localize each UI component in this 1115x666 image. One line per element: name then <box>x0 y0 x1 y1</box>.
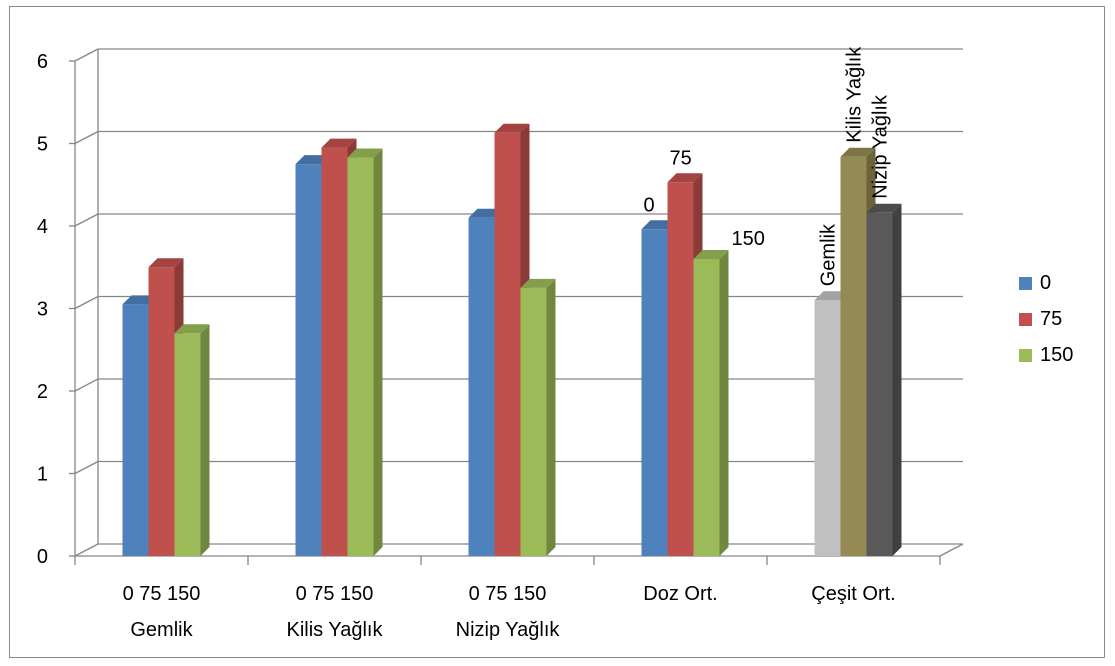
bar <box>122 304 149 556</box>
bar-top <box>840 147 876 157</box>
bar <box>295 164 322 556</box>
data-label: 75 <box>670 147 692 169</box>
data-label: 150 <box>732 228 765 250</box>
legend-label-150: 150 <box>1040 344 1074 366</box>
y-tick-label: 4 <box>37 216 48 238</box>
x-tick-label: 0 75 150 <box>123 583 201 605</box>
bar <box>468 217 495 556</box>
bar-top <box>321 138 357 148</box>
data-label: 0 <box>644 194 655 216</box>
bar-top <box>174 324 210 334</box>
legend-label-75: 75 <box>1040 308 1063 330</box>
y-tick-label: 5 <box>37 134 48 156</box>
bar-top <box>667 173 703 183</box>
bar <box>667 182 694 556</box>
legend-item-75: 75 <box>1019 307 1109 343</box>
gridline-depth <box>74 543 99 557</box>
legend-label-0: 0 <box>1040 272 1052 294</box>
bar <box>520 287 547 556</box>
x-tick-label: 0 75 150 <box>296 583 374 605</box>
data-label: Nizip Yağlık <box>870 94 892 199</box>
bar <box>148 267 175 556</box>
bar-side <box>546 278 556 556</box>
legend-item-0: 0 <box>1019 271 1109 307</box>
bar <box>494 132 521 556</box>
y-tick-label: 2 <box>37 381 48 403</box>
legend-swatch-0 <box>1019 277 1032 290</box>
bar-side <box>892 203 902 557</box>
floor-edge <box>939 543 964 557</box>
x-tick-label: Çeşit Ort. <box>811 583 895 605</box>
bar-side <box>373 148 383 556</box>
gridline-depth <box>74 295 99 310</box>
data-label: Kilis Yağlık <box>844 46 866 143</box>
bar <box>641 229 668 557</box>
bar <box>321 147 348 556</box>
bar <box>347 157 374 556</box>
gridline-depth <box>74 460 99 475</box>
gridline-depth <box>74 378 99 392</box>
bar <box>840 156 867 556</box>
x-tick-label: Doz Ort. <box>643 583 717 605</box>
gridline-depth <box>74 213 99 227</box>
legend-item-150: 150 <box>1019 343 1109 379</box>
bar <box>174 333 201 556</box>
x-tick-label: 0 75 150 <box>469 583 547 605</box>
legend-swatch-150 <box>1019 349 1032 362</box>
chart-legend: 0 75 150 <box>1019 271 1109 379</box>
bar-top <box>148 258 184 268</box>
bar-top <box>494 123 530 133</box>
bar-top <box>347 148 383 158</box>
y-tick-label: 0 <box>37 546 48 568</box>
bar-top <box>520 278 556 288</box>
x-tick-label: Nizip Yağlık <box>456 619 561 641</box>
gridline-depth <box>74 130 99 145</box>
data-label: Gemlik <box>818 223 840 286</box>
bar-top <box>693 250 729 259</box>
bar <box>814 300 841 556</box>
y-tick-label: 3 <box>37 299 48 321</box>
y-tick-label: 6 <box>37 51 48 73</box>
x-tick-label: Gemlik <box>130 619 193 641</box>
bar-side <box>200 324 210 556</box>
bar-side <box>719 250 729 556</box>
bar-top <box>866 203 902 213</box>
bar <box>693 259 720 556</box>
legend-swatch-75 <box>1019 313 1032 326</box>
y-tick-label: 1 <box>37 464 48 486</box>
bar <box>866 212 893 557</box>
gridline-depth <box>74 48 99 62</box>
x-tick-label: Kilis Yağlık <box>287 619 384 641</box>
